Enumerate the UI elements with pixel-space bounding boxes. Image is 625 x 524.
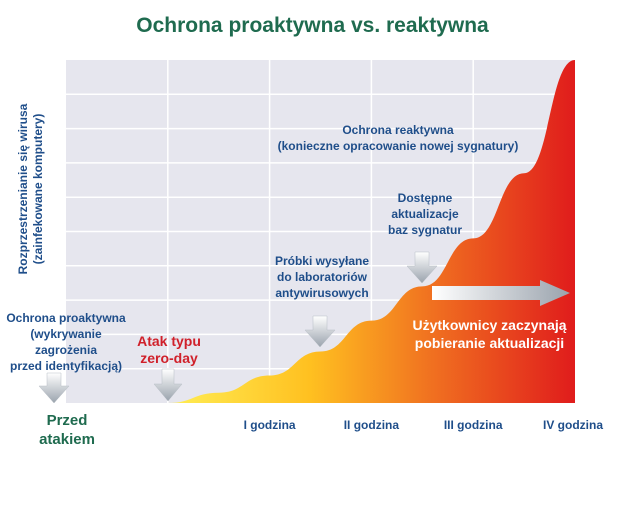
x-tick-label: IV godzina (543, 418, 603, 432)
updates-available-label: Dostępne aktualizacje baz sygnatur (387, 191, 462, 237)
x-tick-label: I godzina (243, 418, 296, 432)
zero-day-arrow-icon (153, 368, 183, 402)
samples-sent-label: Próbki wysyłane do laboratoriów antywiru… (274, 254, 370, 300)
zero-day-label: Atak typu zero-day (137, 333, 201, 366)
proactive-arrow-icon (38, 372, 70, 404)
before-attack-label: Przed atakiem (39, 412, 95, 448)
chart-title: Ochrona proaktywna vs. reaktywna (136, 14, 489, 37)
x-tick-label: II godzina (343, 418, 400, 432)
users-update-label: Użytkownicy zaczynają pobieranie aktuali… (412, 317, 567, 351)
x-tick-label: III godzina (443, 418, 503, 432)
users-update-arrow-icon (432, 280, 570, 306)
proactive-protection-label: Ochrona proaktywna (wykrywanie zagrożeni… (6, 311, 126, 373)
y-axis-label: Rozprzestrzenianie się wirusa (zainfekow… (16, 103, 45, 275)
samples-arrow-icon (304, 315, 336, 348)
infection-curve-area (167, 60, 576, 403)
updates-arrow-icon (406, 251, 438, 284)
reactive-protection-label: Ochrona reaktywna (konieczne opracowanie… (277, 123, 519, 153)
